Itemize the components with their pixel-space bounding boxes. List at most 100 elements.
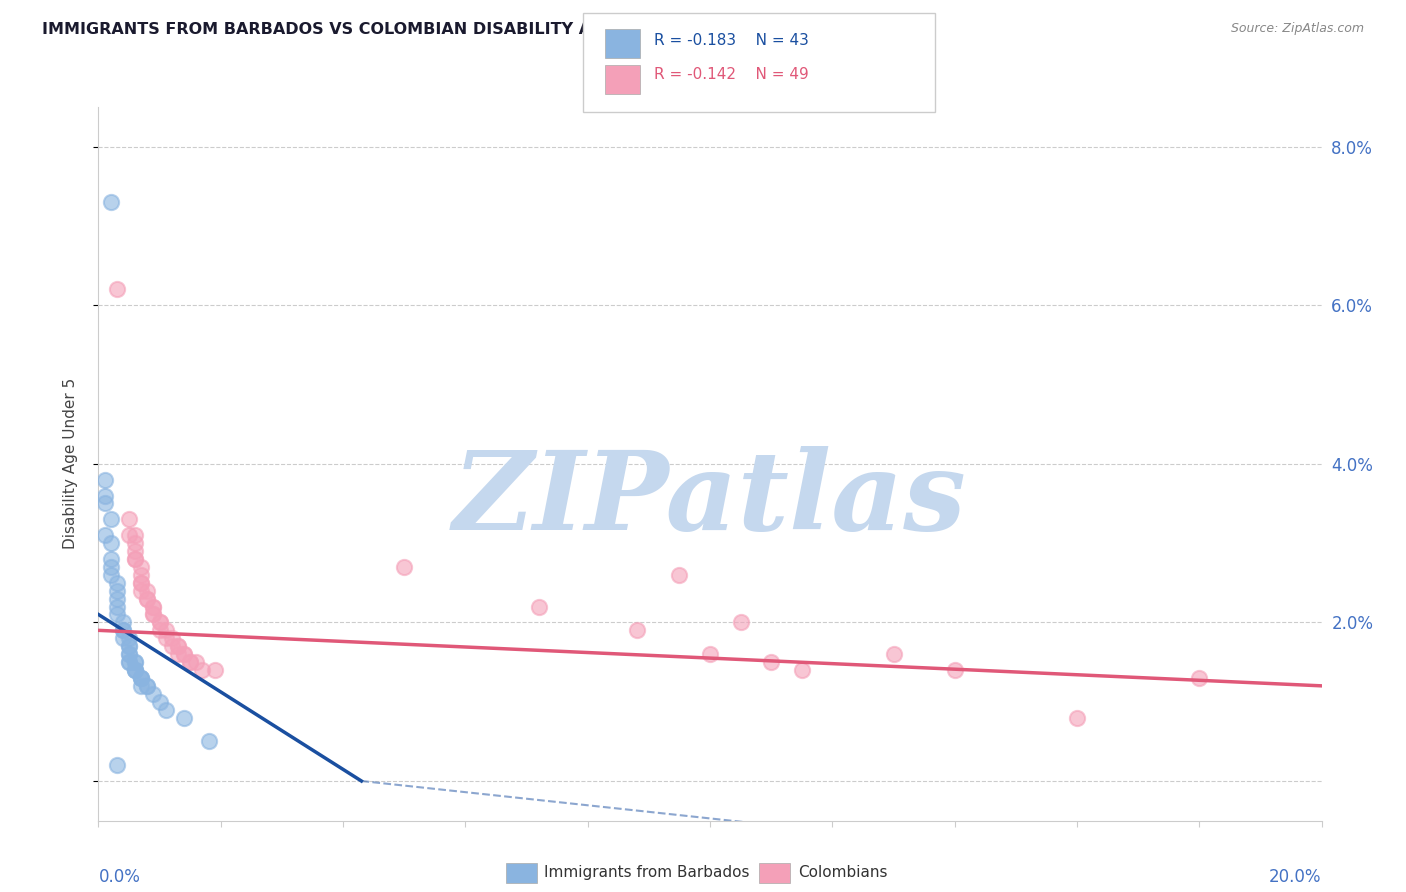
Point: [136, 591, 159, 606]
Point: [129, 671, 152, 685]
Point: [111, 615, 134, 630]
Text: 20.0%: 20.0%: [1270, 868, 1322, 887]
Point: [118, 639, 141, 653]
Point: [105, 599, 128, 614]
Point: [142, 607, 165, 622]
Point: [111, 624, 134, 638]
Point: [118, 528, 141, 542]
Point: [129, 567, 152, 582]
Point: [730, 615, 752, 630]
Point: [93, 528, 115, 542]
Point: [93, 489, 115, 503]
Point: [392, 560, 416, 574]
Point: [105, 591, 128, 606]
Point: [129, 679, 152, 693]
Point: [759, 655, 782, 669]
Point: [93, 496, 115, 510]
Text: ZIPatlas: ZIPatlas: [453, 446, 967, 553]
Point: [186, 655, 208, 669]
Point: [149, 695, 172, 709]
Point: [124, 536, 146, 550]
Point: [173, 647, 195, 661]
Point: [129, 583, 152, 598]
Point: [100, 512, 122, 526]
Point: [111, 632, 134, 646]
Point: [118, 512, 141, 526]
Point: [1066, 710, 1088, 724]
Point: [179, 655, 201, 669]
Point: [1188, 671, 1211, 685]
Point: [129, 575, 152, 590]
Point: [699, 647, 721, 661]
Point: [100, 552, 122, 566]
Point: [136, 679, 159, 693]
Point: [105, 583, 128, 598]
Point: [105, 607, 128, 622]
Point: [136, 583, 159, 598]
Point: [527, 599, 550, 614]
Point: [160, 632, 183, 646]
Text: IMMIGRANTS FROM BARBADOS VS COLOMBIAN DISABILITY AGE UNDER 5 CORRELATION CHART: IMMIGRANTS FROM BARBADOS VS COLOMBIAN DI…: [42, 22, 898, 37]
Point: [160, 639, 183, 653]
Point: [118, 655, 141, 669]
Point: [136, 679, 159, 693]
Point: [142, 607, 165, 622]
Point: [105, 575, 128, 590]
Point: [93, 473, 115, 487]
Text: Source: ZipAtlas.com: Source: ZipAtlas.com: [1230, 22, 1364, 36]
Point: [124, 663, 146, 677]
Point: [129, 560, 152, 574]
Point: [124, 663, 146, 677]
Point: [100, 567, 122, 582]
Point: [167, 639, 190, 653]
Point: [173, 647, 195, 661]
Point: [943, 663, 966, 677]
Point: [883, 647, 905, 661]
Point: [118, 647, 141, 661]
Point: [118, 632, 141, 646]
Point: [790, 663, 813, 677]
Point: [204, 663, 226, 677]
Text: Immigrants from Barbados: Immigrants from Barbados: [544, 865, 749, 880]
Text: R = -0.142    N = 49: R = -0.142 N = 49: [654, 67, 808, 82]
Point: [129, 671, 152, 685]
Point: [197, 734, 219, 748]
Point: [118, 655, 141, 669]
Point: [149, 615, 172, 630]
Point: [124, 552, 146, 566]
Point: [155, 624, 177, 638]
Point: [129, 575, 152, 590]
Point: [124, 552, 146, 566]
Point: [167, 647, 190, 661]
Point: [142, 687, 165, 701]
Point: [105, 282, 128, 296]
Point: [100, 560, 122, 574]
Point: [124, 655, 146, 669]
Point: [149, 624, 172, 638]
Point: [142, 599, 165, 614]
Point: [179, 655, 201, 669]
Text: 0.0%: 0.0%: [98, 868, 141, 887]
Point: [111, 624, 134, 638]
Y-axis label: Disability Age Under 5: Disability Age Under 5: [63, 378, 77, 549]
Point: [626, 624, 648, 638]
Point: [124, 663, 146, 677]
Point: [167, 639, 190, 653]
Point: [129, 671, 152, 685]
Point: [118, 647, 141, 661]
Point: [191, 663, 214, 677]
Point: [142, 599, 165, 614]
Point: [149, 615, 172, 630]
Point: [124, 528, 146, 542]
Point: [124, 544, 146, 558]
Point: [100, 195, 122, 210]
Point: [155, 632, 177, 646]
Point: [173, 710, 195, 724]
Text: R = -0.183    N = 43: R = -0.183 N = 43: [654, 33, 808, 48]
Point: [155, 703, 177, 717]
Point: [100, 536, 122, 550]
Point: [124, 655, 146, 669]
Text: Colombians: Colombians: [799, 865, 889, 880]
Point: [105, 758, 128, 772]
Point: [136, 591, 159, 606]
